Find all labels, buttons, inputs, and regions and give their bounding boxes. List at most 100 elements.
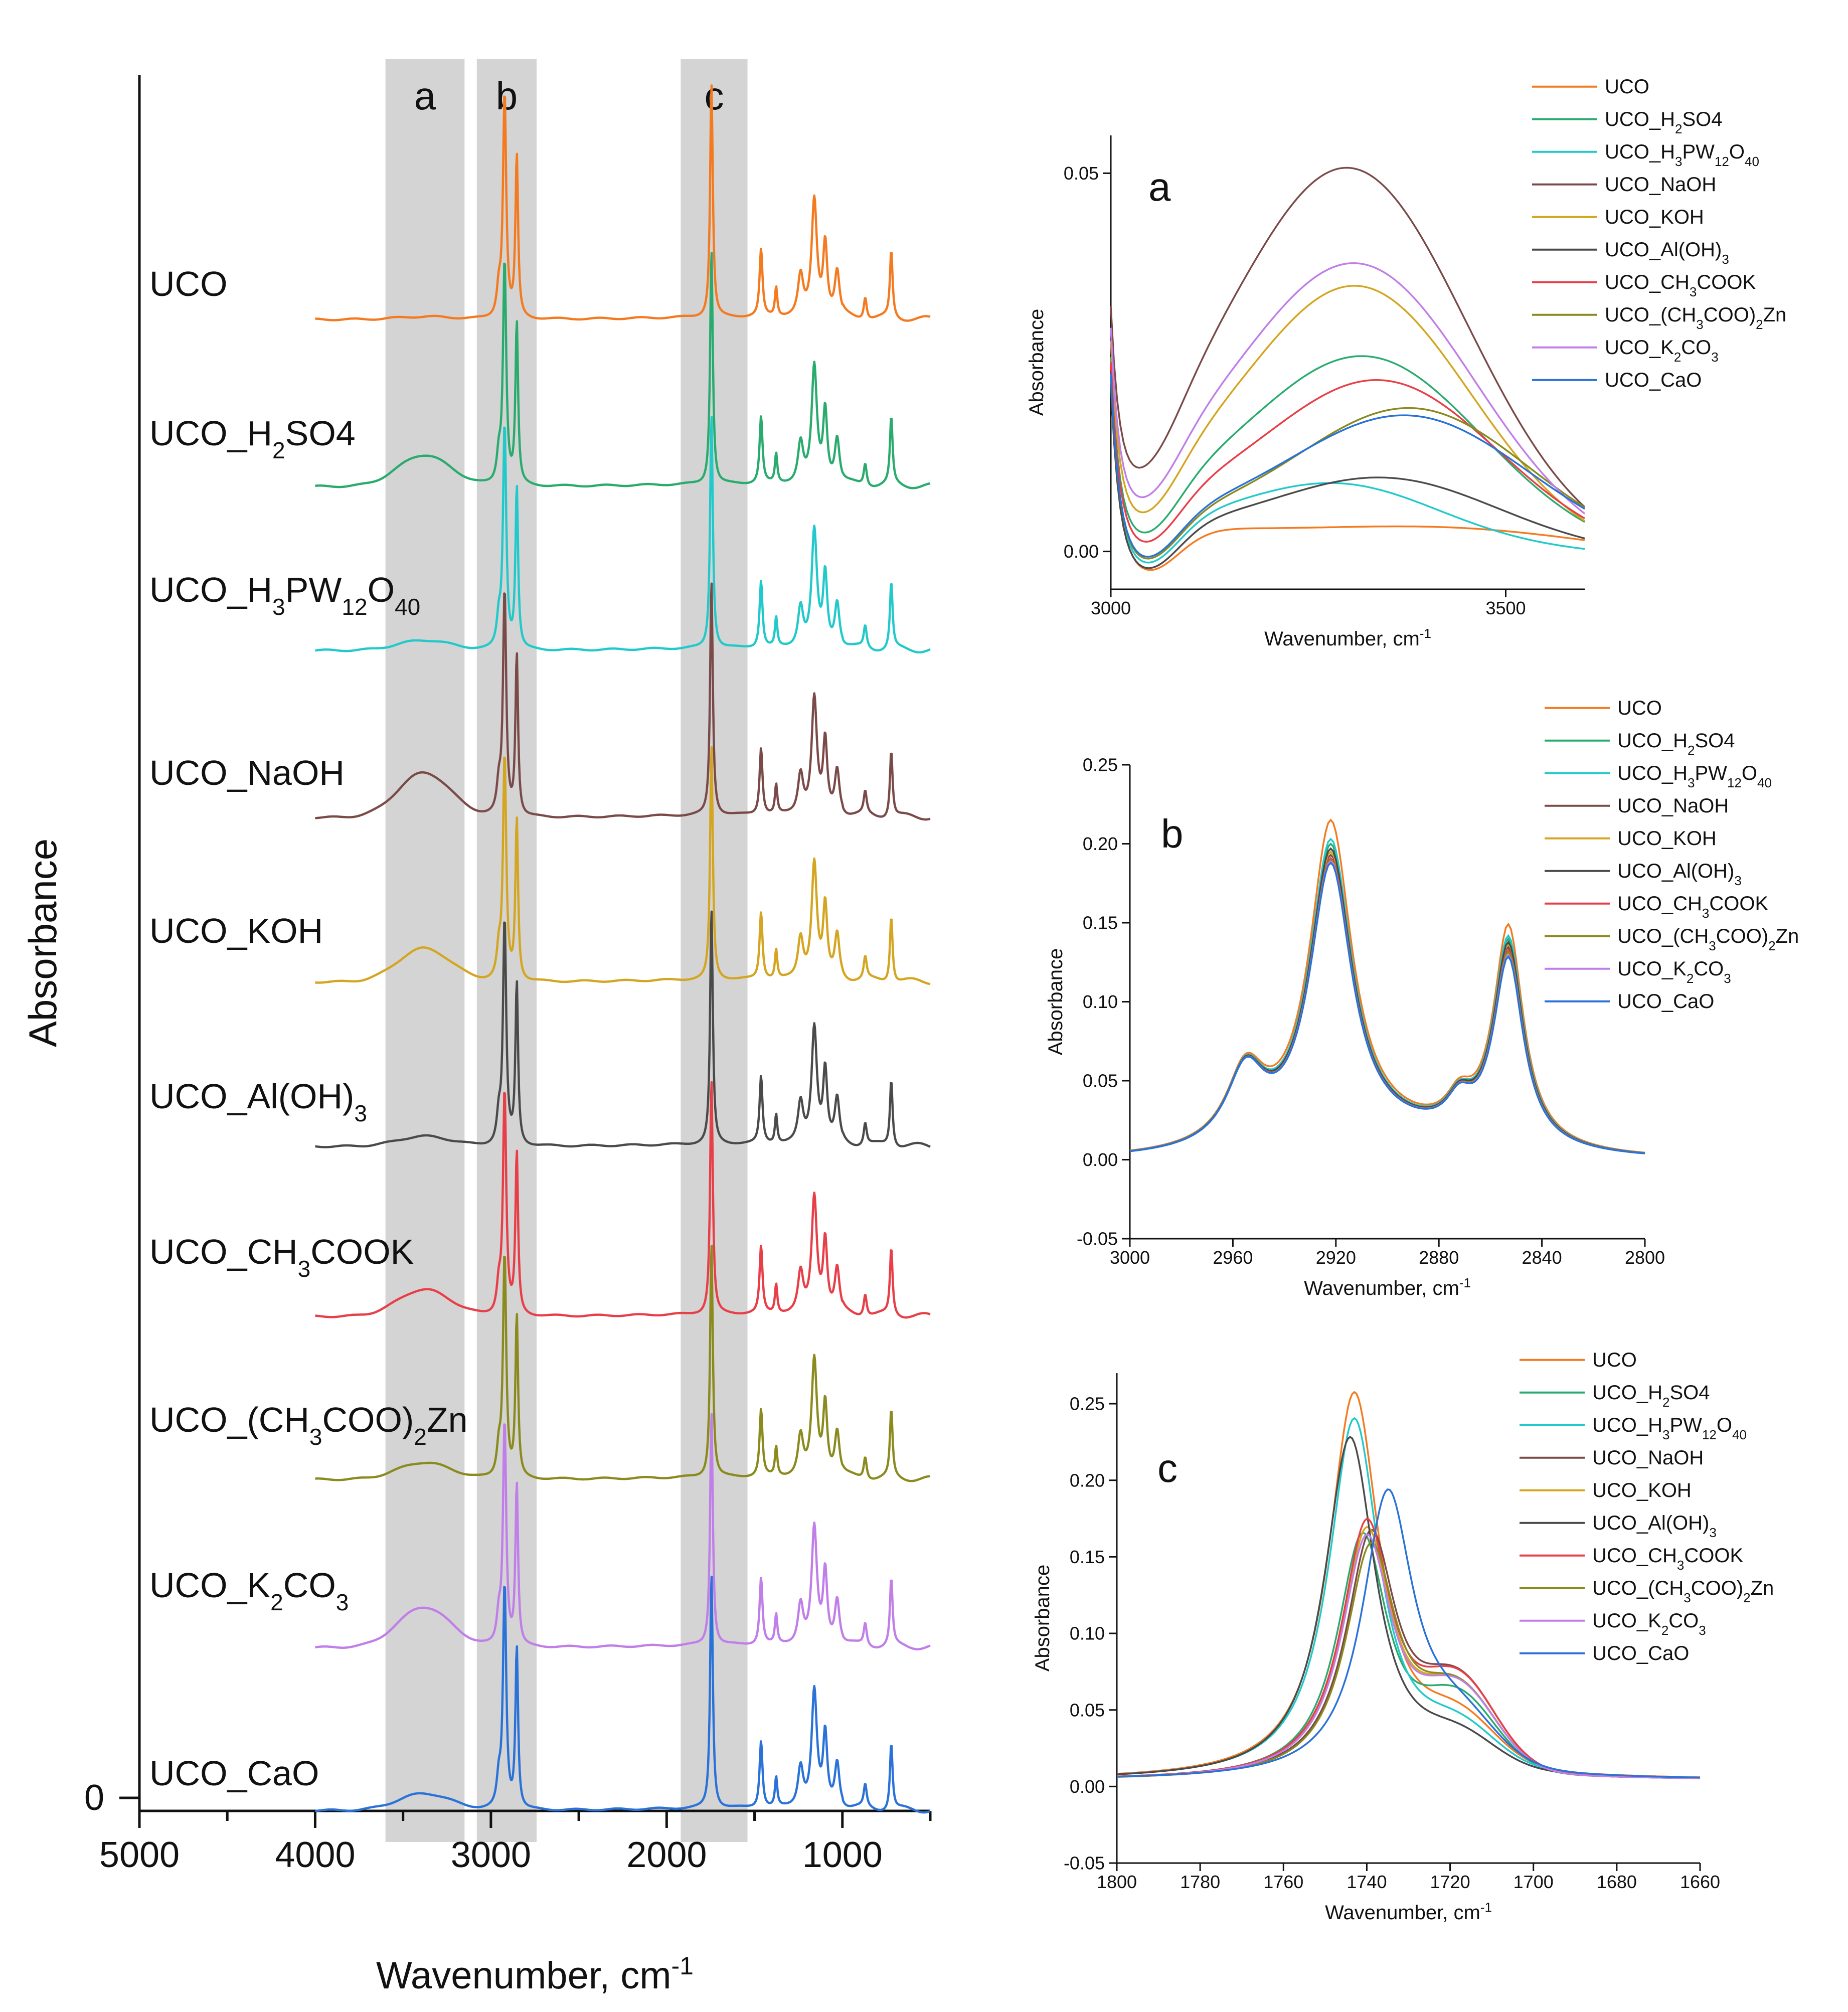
legend-label-5: UCO_Al(OH)3: [1605, 239, 1729, 267]
y-tick-label: 0.10: [1070, 1623, 1105, 1644]
y-axis-title: Absorbance: [1045, 948, 1067, 1055]
x-tick-label: 2840: [1522, 1247, 1562, 1268]
legend-label-1: UCO_H2SO4: [1617, 730, 1735, 758]
inset-chart-b: 3000 2960 2920 2880 2840 2800 -0.05 0.00 0.05 0.1…: [1045, 697, 1799, 1299]
x-tick-label: 3000: [1091, 598, 1131, 618]
b-series-line-0: [1129, 818, 1645, 1154]
band-label-b: b: [496, 74, 518, 118]
legend-label-6: UCO_CH3COOK: [1617, 893, 1768, 921]
a-series-line-0: [1110, 382, 1585, 571]
x-tick-label: 2880: [1419, 1247, 1459, 1268]
series-label-6: UCO_CH3COOK: [149, 1232, 414, 1282]
legend-label-1: UCO_H2SO4: [1592, 1382, 1710, 1410]
legend-label-4: UCO_KOH: [1617, 827, 1717, 850]
panel-label: b: [1161, 811, 1184, 856]
legend-label-0: UCO: [1605, 76, 1649, 98]
series-label-3: UCO_NaOH: [149, 753, 345, 792]
inset-chart-c: 1800 1780 1760 1740 1720 1700 1680 1660 -0.05 0.0…: [1032, 1349, 1774, 1924]
b-series-line-8: [1129, 860, 1645, 1154]
legend-label-9: UCO_CaO: [1592, 1642, 1689, 1664]
legend-label-1: UCO_H2SO4: [1605, 108, 1723, 136]
y-tick-label: 0.05: [1083, 1071, 1118, 1091]
b-series-line-1: [1129, 842, 1645, 1154]
spectrum-line-5: [314, 910, 931, 1148]
y-tick-label: 0.05: [1064, 163, 1099, 184]
y-tick-label: 0.25: [1070, 1394, 1105, 1414]
y-tick-label: 0.15: [1083, 913, 1118, 933]
legend-label-3: UCO_NaOH: [1605, 174, 1716, 196]
series-label-1: UCO_H2SO4: [149, 414, 356, 463]
x-tick-label: 1760: [1263, 1872, 1303, 1892]
panel-label: c: [1157, 1446, 1178, 1490]
x-tick-label: 2800: [1625, 1247, 1665, 1268]
y-tick-label: 0.05: [1070, 1700, 1105, 1720]
series-label-9: UCO_CaO: [149, 1754, 319, 1793]
legend-label-8: UCO_K2CO3: [1617, 958, 1731, 986]
series-label-7: UCO_(CH3COO)2Zn: [149, 1400, 468, 1450]
legend-label-5: UCO_Al(OH)3: [1592, 1512, 1717, 1540]
y-tick-label: 0.00: [1070, 1776, 1105, 1797]
legend-label-5: UCO_Al(OH)3: [1617, 860, 1742, 888]
a-series-line-4: [1110, 285, 1585, 522]
a-series-line-5: [1110, 383, 1585, 569]
b-series-line-6: [1129, 857, 1645, 1154]
b-series-line-4: [1129, 850, 1645, 1154]
panel-label: a: [1148, 164, 1171, 209]
y-tick-label: 0.00: [1064, 541, 1099, 562]
y-axis-title: Absorbance: [1032, 1565, 1054, 1671]
legend-label-8: UCO_K2CO3: [1592, 1610, 1706, 1638]
y-tick-label: 0.00: [1083, 1149, 1118, 1170]
spectrum-line-0: [314, 84, 931, 322]
legend-label-8: UCO_K2CO3: [1605, 337, 1719, 365]
a-series-line-3: [1110, 166, 1586, 508]
band-a: [385, 59, 465, 1842]
y-axis-title: Absorbance: [21, 839, 65, 1047]
legend-label-6: UCO_CH3COOK: [1605, 271, 1756, 299]
legend-label-7: UCO_(CH3COO)2Zn: [1617, 925, 1799, 953]
x-tick-label: 5000: [99, 1835, 180, 1875]
legend-label-0: UCO: [1617, 697, 1662, 719]
a-series-line-2: [1110, 379, 1585, 564]
spectrum-line-6: [314, 1081, 931, 1319]
x-tick-label: 2920: [1316, 1247, 1356, 1268]
y-tick-label: 0.20: [1083, 833, 1118, 854]
x-tick-label: 3000: [1110, 1247, 1150, 1268]
x-tick-label: 1700: [1514, 1872, 1554, 1892]
main-ftir-chart: a b c 5000 4000 3000 2000 1000 0 Absorbance Wavenu…: [21, 59, 932, 1997]
a-series-line-7: [1110, 375, 1585, 560]
spectrum-line-9: [314, 1575, 931, 1814]
legend-label-9: UCO_CaO: [1617, 990, 1714, 1013]
band-label-a: a: [414, 74, 436, 118]
x-tick-label: 1740: [1347, 1872, 1387, 1892]
series-label-8: UCO_K2CO3: [149, 1566, 349, 1615]
spectrum-line-2: [314, 416, 931, 654]
legend-label-3: UCO_NaOH: [1592, 1447, 1704, 1469]
inset-chart-a: 3000 3500 0.00 0.05 Absorbance Wavenumber, cm…: [1026, 76, 1786, 650]
legend-label-7: UCO_(CH3COO)2Zn: [1592, 1577, 1774, 1605]
y-tick-label: 0: [84, 1778, 104, 1818]
spectrum-line-1: [314, 252, 931, 489]
legend-label-2: UCO_H3PW12O40: [1592, 1414, 1747, 1442]
y-tick-label: 0.15: [1070, 1547, 1105, 1567]
x-tick-label: 3000: [451, 1835, 531, 1875]
x-tick-label: 3500: [1485, 598, 1526, 618]
x-axis-title: Wavenumber, cm-1: [1264, 626, 1431, 650]
y-tick-label: 0.25: [1083, 755, 1118, 775]
x-tick-label: 1800: [1097, 1872, 1137, 1892]
a-series-line-9: [1110, 374, 1585, 558]
y-tick-label: -0.05: [1064, 1853, 1105, 1874]
a-series-line-8: [1110, 262, 1586, 515]
x-axis-title: Wavenumber, cm-1: [376, 1952, 694, 1997]
spectrum-line-3: [314, 582, 931, 821]
legend-label-4: UCO_KOH: [1592, 1479, 1692, 1501]
spectrum-line-7: [314, 1245, 931, 1482]
b-series-line-2: [1129, 837, 1645, 1154]
a-series-line-6: [1110, 362, 1585, 543]
x-tick-label: 2960: [1213, 1247, 1253, 1268]
band-label-c: c: [704, 74, 724, 118]
y-tick-label: -0.05: [1077, 1229, 1118, 1249]
spectrum-line-8: [314, 1413, 931, 1650]
x-tick-label: 4000: [275, 1835, 355, 1875]
x-tick-label: 2000: [626, 1835, 707, 1875]
